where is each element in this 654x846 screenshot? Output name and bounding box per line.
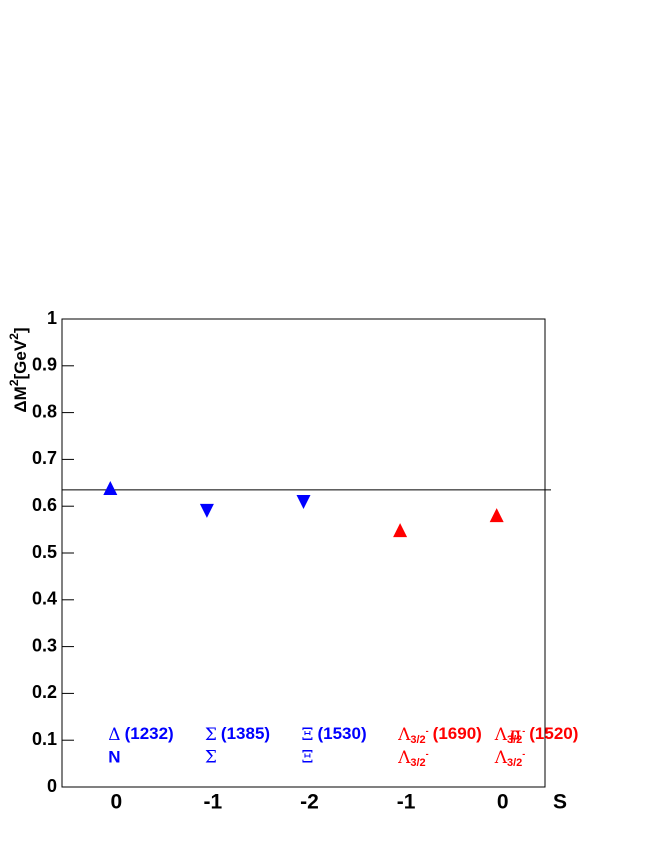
annotation-sub-sup-2: - [522,749,525,759]
annotation-mass: (1520) [529,724,578,743]
annotation: Ξ (1530) [302,724,367,744]
annotation: Δ (1232) [108,724,173,744]
y-label-sup: 2 [7,379,21,386]
data-point [103,480,118,495]
x-tick-label: -1 [397,791,416,814]
plot-frame [61,318,546,788]
y-tick-label: 0.9 [32,355,57,375]
y-tick-label: 0.5 [32,542,57,562]
data-point [199,503,214,518]
data-point [393,523,408,538]
x-tick-label: -2 [300,791,319,814]
annotation: Λ3/2- (1690) [397,724,482,745]
y-tick-label: 0.1 [32,729,57,749]
y-tick-label: 0 [47,776,57,796]
annotation-sub: 3/2 [410,734,425,746]
annotation-partner: Σ [205,748,217,768]
annotation-sub-2: 3/2 [507,757,522,769]
y-axis-label: ΔM2[GeV2] [7,327,30,412]
annotation-sub-2: 3/2 [410,757,425,769]
annotation-mass: (1232) [125,724,174,743]
data-point [489,508,504,523]
annotation-mass: (1530) [317,724,366,743]
annotation-symbol: Δ [108,725,120,745]
y-label-close: ] [11,327,30,333]
annotation-sub-sup: - [426,726,429,736]
y-tick-label: 0.7 [32,448,57,468]
annotation-mass: (1690) [433,724,482,743]
annotation: Σ (1385) [205,724,270,744]
annotation-symbol-2: Λ [397,748,411,768]
annotation-symbol: Σ [205,725,217,745]
annotation-second: Λ3/2- [494,748,526,769]
y-tick-label: 0.6 [32,495,57,515]
x-axis-label: S [553,791,567,814]
annotation-symbol: Ξ [302,725,314,745]
annotation-second: Λ3/2- [397,748,429,769]
annotation-partner: N [108,747,120,766]
x-tick-label: 0 [497,791,509,814]
annotation-partner: π [510,725,521,745]
annotation-symbol-2: Λ [494,748,508,768]
annotation-symbol: Λ [494,725,508,745]
y-label-unit: [GeV [11,339,30,379]
annotation-mass: (1385) [221,724,270,743]
y-label-main: ΔM [11,386,30,412]
y-tick-label: 0.8 [32,401,57,421]
x-tick-label: -1 [204,791,223,814]
y-tick-label: 0.4 [32,589,57,609]
y-tick-label: 0.3 [32,635,57,655]
annotation-partner: Ξ [302,748,314,768]
annotation: Λ3/2- (1520) [494,724,579,745]
x-tick-label: 0 [110,791,122,814]
y-tick-label: 0.2 [32,682,57,702]
annotation-sub-sup-2: - [426,749,429,759]
annotation-symbol: Λ [397,725,411,745]
y-tick-label: 1 [47,308,57,328]
annotation-partner: ρ [510,725,520,745]
annotation-sub-sup: - [522,726,525,736]
y-label-unit-sup: 2 [7,333,21,340]
annotation-sub: 3/2 [507,734,522,746]
data-point [296,494,311,509]
